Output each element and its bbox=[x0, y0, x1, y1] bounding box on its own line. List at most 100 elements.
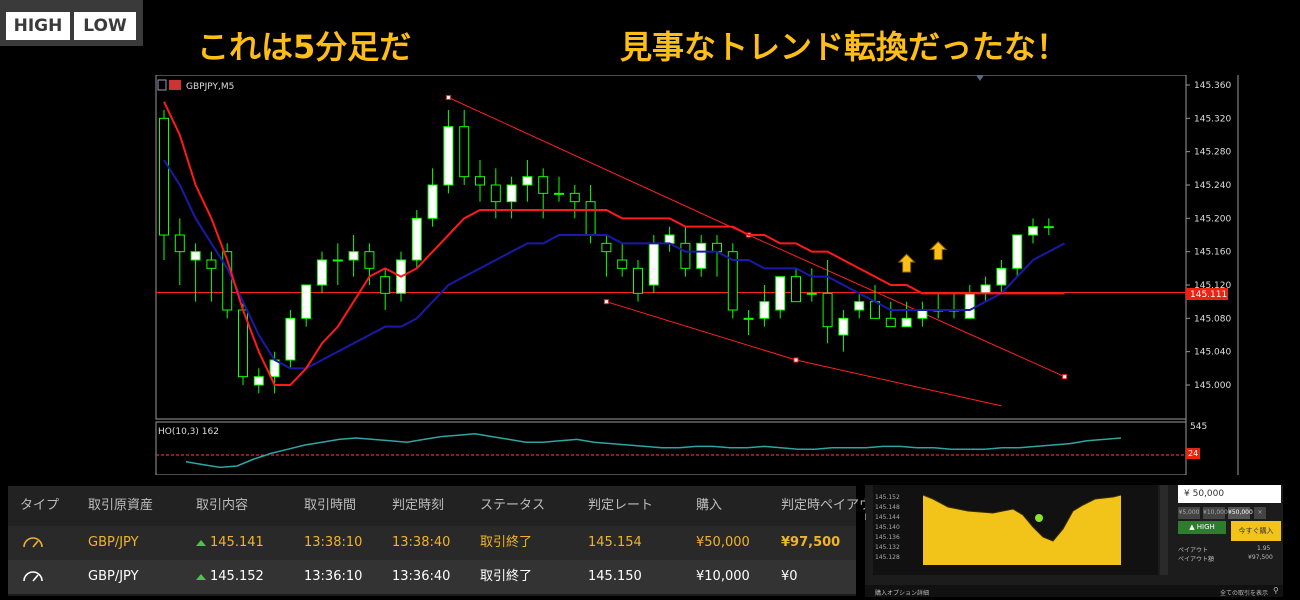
chart-canvas[interactable]: 145.360 145.320 145.280 145.240 145.200 145.1… bbox=[150, 75, 1250, 475]
header-type: タイプ bbox=[20, 498, 60, 513]
candle-body bbox=[996, 267, 1007, 286]
amount-input[interactable]: ¥ 50,000 bbox=[1178, 485, 1281, 503]
purchase-options-link[interactable]: 購入オプション詳細 bbox=[875, 590, 930, 597]
candle-body bbox=[554, 192, 564, 195]
high-button[interactable]: ▲ HIGH bbox=[1178, 521, 1226, 534]
row-judge: 13:38:40 bbox=[392, 535, 451, 550]
candle-body bbox=[317, 259, 327, 286]
trade-panel: 5 M 145.152145.148145.144145.140145.1361… bbox=[865, 485, 1283, 597]
caption-right: 見事なトレンド転換だったな！ bbox=[620, 28, 1069, 66]
candle-body bbox=[159, 117, 169, 236]
trade-history-table: タイプ 取引原資産 取引内容 取引時間 判定時刻 ステータス 判定レート 購入 … bbox=[8, 486, 885, 596]
mt4-chart[interactable]: 145.360 145.320 145.280 145.240 145.200 145.1… bbox=[150, 75, 1250, 475]
mini-chart-line bbox=[922, 494, 1122, 542]
high-arrow-icon bbox=[196, 539, 206, 546]
current-price-badge bbox=[1186, 288, 1228, 300]
oscillator-line bbox=[185, 433, 1122, 469]
candle-body bbox=[427, 184, 438, 219]
candle-body bbox=[253, 376, 264, 386]
entry-arrow-shape bbox=[897, 253, 916, 273]
oscillator-label: HO(10,3) 162 bbox=[158, 427, 219, 437]
row-time: 13:38:10 bbox=[304, 535, 363, 550]
table-header: タイプ 取引原資産 取引内容 取引時間 判定時刻 ステータス 判定レート 購入 … bbox=[8, 486, 885, 526]
mini-chart-svg: 145.152 145.148 145.144 145.140 145.136 145.1… bbox=[875, 494, 1122, 565]
mini-tick-label: 145.152 bbox=[875, 494, 900, 501]
payout-amount-label: ペイアウト額 bbox=[1178, 556, 1215, 563]
header-content: 取引内容 bbox=[196, 498, 249, 513]
chart-symbol: GBPJPY,M5 bbox=[186, 82, 234, 92]
header-status: ステータス bbox=[480, 498, 546, 513]
mini-chart: 145.152 145.148 145.144 145.140 145.136 145.1… bbox=[873, 485, 1158, 575]
row-status: 取引終了 bbox=[480, 535, 533, 550]
search-icon[interactable]: ⚲ bbox=[1273, 586, 1279, 595]
price-tick-label: 145.000 bbox=[1194, 381, 1231, 391]
row-time: 13:36:10 bbox=[304, 569, 363, 584]
table-row[interactable]: GBP/JPY 145.152 13:36:10 13:36:40 取引終了 1… bbox=[8, 560, 856, 594]
candle-body bbox=[901, 317, 912, 328]
mini-tick-label: 145.148 bbox=[875, 504, 900, 511]
gauge-icon bbox=[23, 537, 43, 548]
chart-menu-icon[interactable] bbox=[157, 79, 167, 91]
buy-now-button[interactable]: 今すぐ購入 bbox=[1231, 521, 1281, 541]
candle-body bbox=[1028, 226, 1038, 236]
candle-body bbox=[854, 301, 865, 311]
candle-body bbox=[775, 276, 786, 311]
row-judge: 13:36:40 bbox=[392, 569, 451, 584]
candle-body bbox=[885, 317, 896, 328]
price-tick-label: 145.280 bbox=[1194, 148, 1231, 158]
table-row[interactable]: GBP/JPY 145.141 13:38:10 13:38:40 取引終了 1… bbox=[8, 526, 856, 560]
row-asset: GBP/JPY bbox=[88, 569, 139, 584]
preset-5000[interactable]: ¥5,000 bbox=[1178, 507, 1200, 519]
trendline-anchor bbox=[445, 95, 451, 100]
candle-body bbox=[348, 251, 359, 261]
header-buy: 購入 bbox=[696, 498, 723, 513]
vertical-label-strip bbox=[1160, 485, 1168, 575]
logo-high: HIGH bbox=[6, 12, 70, 40]
view-all-trades-link[interactable]: 全ての取引を表示 bbox=[1220, 590, 1269, 597]
preset-clear-button[interactable]: × bbox=[1254, 507, 1266, 519]
trendline-anchor bbox=[1062, 374, 1068, 380]
candle-body bbox=[664, 234, 675, 244]
row-buy: ¥10,000 bbox=[696, 569, 750, 584]
mini-tick-label: 145.140 bbox=[875, 524, 900, 531]
header-payout: 判定時ペイアウト bbox=[781, 498, 886, 513]
price-tick-label: 145.320 bbox=[1194, 114, 1231, 124]
payout-amount: ¥97,500 bbox=[1248, 554, 1273, 561]
preset-50000[interactable]: ¥50,000 bbox=[1228, 507, 1253, 519]
candle-body bbox=[1043, 226, 1054, 229]
osc-upper-tick: 545 bbox=[1190, 422, 1207, 432]
header-judge: 判定時刻 bbox=[392, 498, 445, 513]
price-tick-label: 145.120 bbox=[1194, 281, 1231, 291]
candle-body bbox=[190, 251, 201, 261]
candle-body bbox=[222, 251, 233, 311]
candle-body bbox=[806, 292, 817, 295]
mini-tick-label: 145.136 bbox=[875, 534, 900, 541]
row-buy: ¥50,000 bbox=[696, 535, 750, 550]
panel-footer: 購入オプション詳細 全ての取引を表示 ⚲ bbox=[865, 585, 1283, 597]
candle-body bbox=[569, 192, 580, 203]
candle-body bbox=[838, 317, 849, 336]
candle-body bbox=[174, 234, 185, 253]
candle-body bbox=[475, 176, 485, 186]
candle-body bbox=[301, 284, 312, 319]
candle-body bbox=[459, 126, 470, 178]
current-price-label: 145.111 bbox=[1190, 290, 1227, 300]
header-rate: 判定レート bbox=[588, 498, 654, 513]
row-payout: ¥97,500 bbox=[781, 535, 841, 550]
candle-body bbox=[680, 242, 691, 269]
ma-fast-line bbox=[163, 101, 1065, 386]
caption-left: これは5分足だ bbox=[197, 28, 412, 66]
mini-entry-dot bbox=[1035, 514, 1043, 522]
osc-badge bbox=[1186, 448, 1200, 459]
row-content: 145.152 bbox=[196, 560, 264, 594]
payout-label: ペイアウト bbox=[1178, 547, 1209, 554]
candle-body bbox=[490, 184, 501, 203]
candle-body bbox=[522, 176, 533, 186]
row-asset: GBP/JPY bbox=[88, 535, 139, 550]
candle-body bbox=[759, 301, 770, 319]
candle-body bbox=[712, 242, 722, 253]
preset-10000[interactable]: ¥10,000 bbox=[1203, 507, 1228, 519]
candle-body bbox=[506, 184, 517, 203]
logo-low: LOW bbox=[74, 12, 136, 40]
trendline-anchor bbox=[793, 357, 799, 363]
